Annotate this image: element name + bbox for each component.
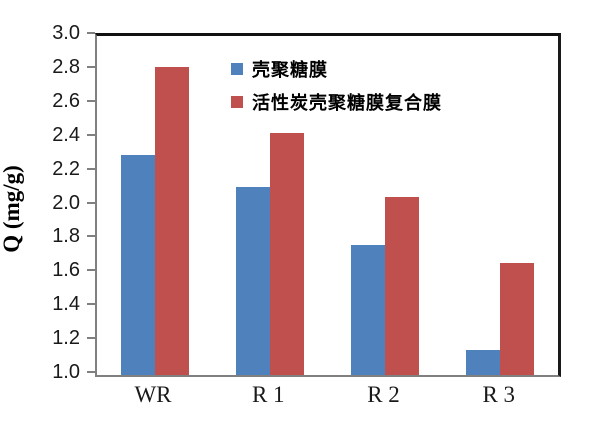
legend-item-composite: 活性炭壳聚糖膜复合膜 bbox=[231, 91, 442, 113]
y-tick-mark bbox=[87, 65, 95, 68]
y-tick-label: 1.2 bbox=[52, 327, 80, 350]
x-tick-label: R 2 bbox=[367, 382, 400, 407]
y-tick-label: 1.6 bbox=[52, 259, 80, 282]
bar-wr-series1 bbox=[154, 66, 189, 375]
plot-area: 壳聚糖膜 活性炭壳聚糖膜复合膜 bbox=[95, 33, 561, 377]
y-tick-label: 2.2 bbox=[52, 157, 80, 180]
y-tick-mark bbox=[87, 337, 95, 340]
y-tick-label: 2.6 bbox=[52, 89, 80, 112]
bar-r2-series0 bbox=[351, 244, 386, 375]
y-tick-mark bbox=[87, 32, 95, 34]
legend-label: 壳聚糖膜 bbox=[252, 59, 328, 80]
x-tick-label: WR bbox=[134, 382, 172, 407]
bar-r1-series1 bbox=[269, 132, 304, 375]
legend-swatch-blue-icon bbox=[231, 62, 243, 75]
y-tick-mark bbox=[87, 167, 95, 170]
y-tick-mark bbox=[87, 99, 95, 102]
legend: 壳聚糖膜 活性炭壳聚糖膜复合膜 bbox=[231, 58, 442, 124]
y-tick-label: 1.0 bbox=[52, 361, 80, 383]
y-tick-label: 1.8 bbox=[52, 225, 80, 248]
y-tick-label: 2.8 bbox=[52, 55, 80, 78]
legend-item-chitosan: 壳聚糖膜 bbox=[231, 58, 442, 80]
legend-swatch-red-icon bbox=[231, 95, 243, 108]
y-tick-label: 1.4 bbox=[52, 293, 80, 316]
y-tick-label: 2.0 bbox=[52, 191, 80, 214]
y-tick-mark bbox=[87, 235, 95, 238]
y-tick-label: 3.0 bbox=[52, 22, 80, 44]
y-tick-mark bbox=[87, 269, 95, 272]
y-tick-mark bbox=[87, 201, 95, 204]
y-tick-label: 2.4 bbox=[52, 123, 80, 146]
y-tick-mark bbox=[87, 303, 95, 306]
x-tick-label: R 3 bbox=[482, 382, 516, 407]
y-tick-mark bbox=[87, 133, 95, 136]
bar-r3-series1 bbox=[500, 263, 535, 375]
bar-wr-series0 bbox=[120, 154, 155, 375]
bar-r3-series0 bbox=[466, 349, 501, 375]
y-tick-mark bbox=[87, 371, 95, 373]
bar-r2-series1 bbox=[385, 197, 420, 375]
legend-label: 活性炭壳聚糖膜复合膜 bbox=[252, 92, 442, 113]
x-tick-label: R 1 bbox=[251, 382, 285, 407]
bar-r1-series0 bbox=[235, 186, 270, 375]
